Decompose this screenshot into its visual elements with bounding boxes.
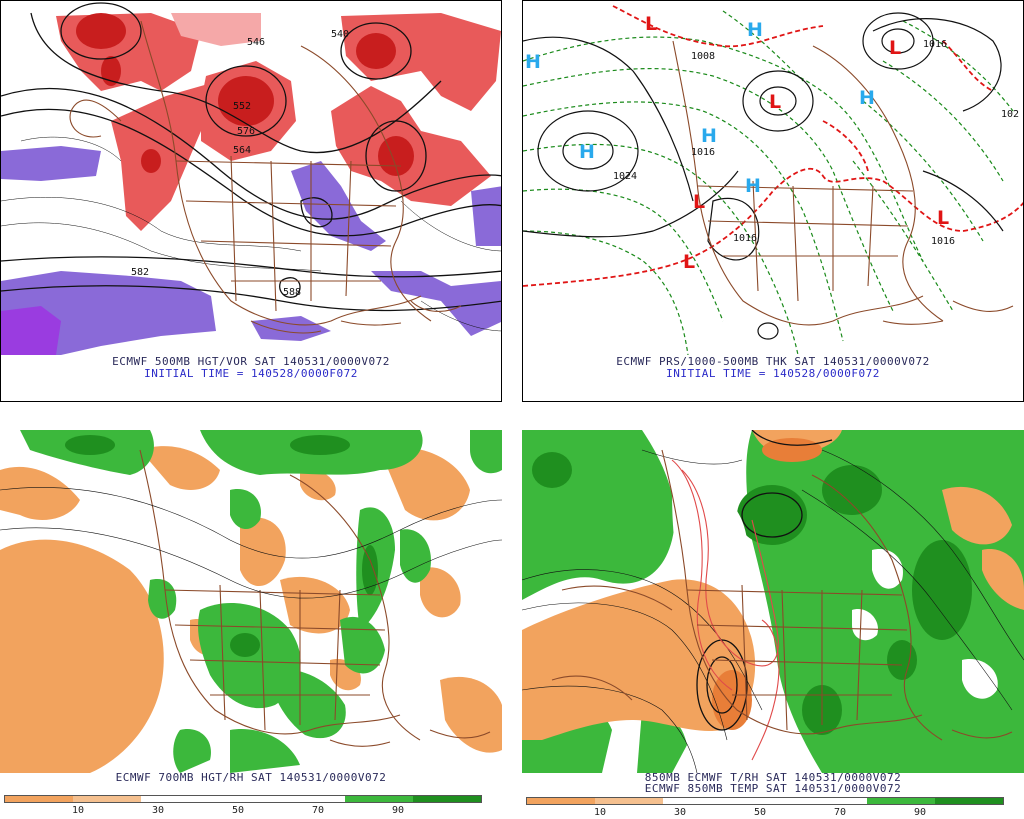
colorbar-tick: 10 bbox=[71, 805, 85, 816]
high-pressure-symbol: H bbox=[579, 141, 595, 163]
panel-500mb-vorticity: 582 588 552 576 564 546 540 ECMWF 500MB … bbox=[0, 0, 502, 402]
isobar-label: 1016 bbox=[931, 236, 955, 247]
isobar-label: 1024 bbox=[613, 171, 637, 182]
isobar-label: 1008 bbox=[691, 51, 715, 62]
isobar-label: 102 bbox=[1001, 109, 1019, 120]
contour-label: 546 bbox=[247, 37, 265, 48]
isobar-label: 1016 bbox=[923, 39, 947, 50]
low-pressure-symbol: L bbox=[683, 251, 696, 273]
isobar-label: 1016 bbox=[733, 233, 757, 244]
initial-time-caption: INITIAL TIME = 140528/0000F072 bbox=[666, 367, 880, 380]
panel-700mb-rh: ECMWF 700MB HGT/RH SAT 140531/0000V072 1… bbox=[0, 430, 502, 819]
panel-caption: 850MB ECMWF T/RH SAT 140531/0000V072 bbox=[644, 771, 902, 784]
contour-label: 564 bbox=[233, 145, 251, 156]
colorbar-tick: 90 bbox=[913, 807, 927, 818]
panel-caption: ECMWF 500MB HGT/VOR SAT 140531/0000V072 bbox=[112, 355, 390, 368]
low-pressure-symbol: L bbox=[645, 13, 658, 35]
panel-surface-pressure-thickness: 1008 1016 1024 1016 1016 1016 102 H H H … bbox=[522, 0, 1024, 402]
contour-label: 582 bbox=[131, 267, 149, 278]
low-pressure-symbol: L bbox=[769, 91, 782, 113]
colorbar-tick: 70 bbox=[311, 805, 325, 816]
contour-label: 588 bbox=[283, 287, 301, 298]
high-pressure-symbol: H bbox=[701, 125, 717, 147]
rh-colorbar bbox=[526, 797, 1004, 805]
low-pressure-symbol: L bbox=[937, 207, 950, 229]
isobar-label: 1016 bbox=[691, 147, 715, 158]
high-pressure-symbol: H bbox=[859, 87, 875, 109]
pressure-map: 1008 1016 1024 1016 1016 1016 102 bbox=[523, 1, 1023, 355]
contour-label: 576 bbox=[237, 126, 255, 137]
initial-time-caption: INITIAL TIME = 140528/0000F072 bbox=[144, 367, 358, 380]
colorbar-tick: 30 bbox=[151, 805, 165, 816]
contour-label: 540 bbox=[331, 29, 349, 40]
contour-label: 552 bbox=[233, 101, 251, 112]
height-contour-labels: 582 588 552 576 564 546 540 bbox=[131, 29, 349, 298]
panel-caption-secondary: ECMWF 850MB TEMP SAT 140531/0000V072 bbox=[644, 782, 902, 795]
rh850-map bbox=[522, 430, 1024, 773]
high-pressure-symbol: H bbox=[525, 51, 541, 73]
colorbar-tick: 50 bbox=[753, 807, 767, 818]
panel-caption: ECMWF 700MB HGT/RH SAT 140531/0000V072 bbox=[115, 771, 387, 784]
low-pressure-symbol: L bbox=[889, 37, 902, 59]
colorbar-tick: 70 bbox=[833, 807, 847, 818]
rh700-map bbox=[0, 430, 502, 773]
rh-colorbar bbox=[4, 795, 482, 803]
vorticity-map: 582 588 552 576 564 546 540 bbox=[1, 1, 501, 355]
panel-caption: ECMWF PRS/1000-500MB THK SAT 140531/0000… bbox=[616, 355, 930, 368]
colorbar-tick: 90 bbox=[391, 805, 405, 816]
high-pressure-symbol: H bbox=[745, 175, 761, 197]
low-pressure-symbol: L bbox=[693, 191, 706, 213]
high-pressure-symbol: H bbox=[747, 19, 763, 41]
colorbar-tick: 50 bbox=[231, 805, 245, 816]
panel-850mb-temp-rh: 850MB ECMWF T/RH SAT 140531/0000V072 ECM… bbox=[522, 430, 1024, 819]
colorbar-tick: 30 bbox=[673, 807, 687, 818]
colorbar-tick: 10 bbox=[593, 807, 607, 818]
